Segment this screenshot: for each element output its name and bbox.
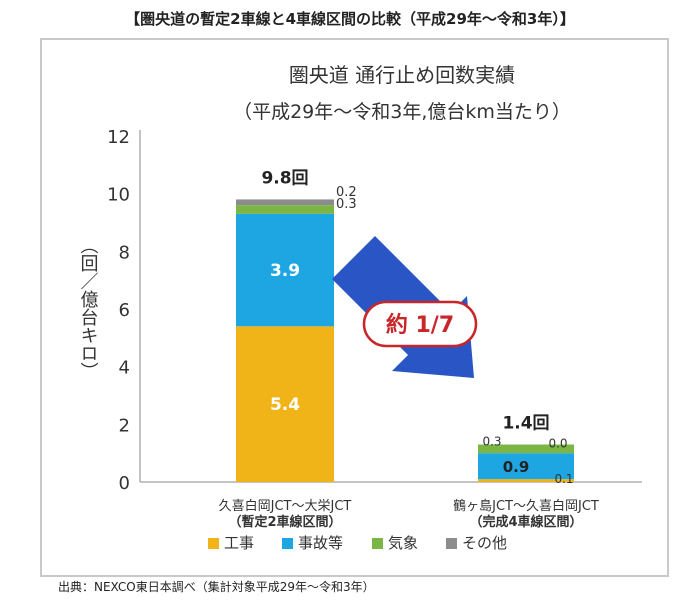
x-category-label: 鶴ヶ島JCT～久喜白岡JCT (453, 498, 599, 514)
bar-segment (236, 199, 334, 206)
x-category-label: 久喜白岡JCT～大栄JCT (219, 498, 352, 514)
bar-segment (236, 205, 334, 214)
chart-title: 圏央道 通行止め回数実績 (289, 63, 515, 87)
segment-data-label: 0.2 (336, 185, 357, 200)
segment-data-label: 5.4 (270, 395, 300, 415)
bar-segment (236, 326, 334, 482)
segment-data-label: 0.3 (482, 435, 501, 449)
y-tick-label: 2 (119, 415, 130, 436)
bar-segment (236, 213, 334, 327)
bar-segment (478, 444, 574, 454)
legend-label: その他 (462, 534, 507, 552)
x-category-sublabel: （暫定2車線区間） (228, 514, 341, 530)
bar-total-label: 9.8回 (261, 168, 308, 188)
legend-swatch (446, 538, 457, 549)
bar-segment (478, 479, 574, 482)
legend-swatch (208, 538, 219, 549)
segment-data-label: 0.1 (554, 472, 573, 486)
legend-label: 工事 (224, 534, 254, 552)
legend-swatch (372, 538, 383, 549)
y-tick-label: 6 (119, 300, 130, 321)
segment-data-label: 0.0 (548, 437, 567, 451)
y-tick-label: 12 (107, 127, 130, 148)
segment-data-label: 0.9 (503, 458, 530, 476)
x-category-sublabel: （完成4車線区間） (469, 514, 582, 530)
y-tick-label: 0 (119, 473, 130, 494)
source-note: 出典：NEXCO東日本調べ（集計対象平成29年～令和3年） (58, 580, 375, 594)
segment-data-label: 3.9 (270, 261, 300, 281)
annotation-text: 約 1/7 (386, 312, 454, 338)
bar-total-label: 1.4回 (502, 414, 549, 434)
y-tick-label: 8 (119, 242, 130, 263)
chart: 圏央道 通行止め回数実績 （平成29年～令和3年,億台km当たり） （回／億台キロ）… (78, 63, 642, 552)
y-axis-label: （回／億台キロ） (78, 236, 99, 380)
annotation-badge (362, 300, 478, 348)
chart-subtitle: （平成29年～令和3年,億台km当たり） (233, 101, 571, 123)
legend-label: 事故等 (298, 534, 343, 552)
bar-segment (478, 453, 574, 480)
legend-label: 気象 (388, 534, 418, 552)
y-tick-label: 10 (107, 185, 130, 206)
chart-panel: 圏央道 通行止め回数実績 （平成29年～令和3年,億台km当たり） （回／億台キロ）… (40, 38, 669, 577)
y-tick-label: 4 (119, 358, 130, 379)
segment-data-label: 0.3 (336, 197, 357, 212)
legend-swatch (282, 538, 293, 549)
figure-title: 【圏央道の暫定2車線と4車線区間の比較（平成29年～令和3年）】 (125, 10, 575, 28)
